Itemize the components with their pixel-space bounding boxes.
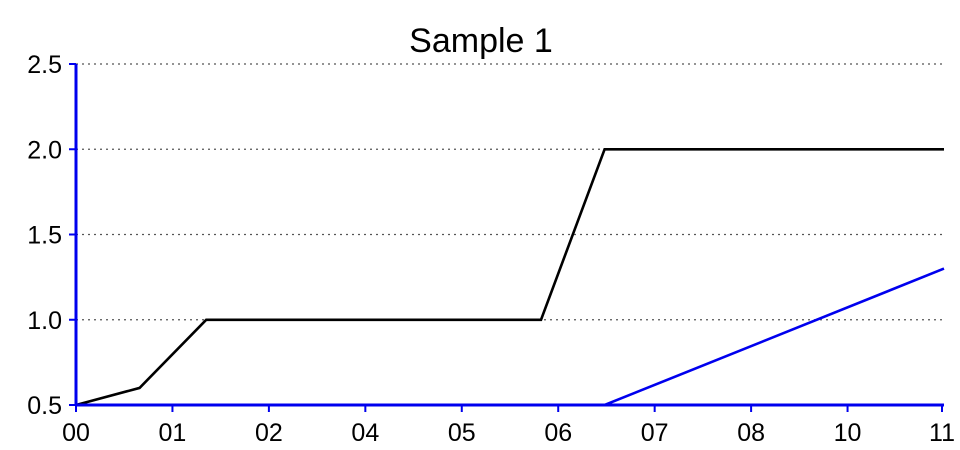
- chart-title: Sample 1: [409, 22, 553, 60]
- x-tick-label: 08: [737, 419, 765, 447]
- y-tick-label: 0.5: [27, 392, 62, 420]
- x-tick-label: 06: [544, 419, 572, 447]
- x-tick-label: 04: [351, 419, 379, 447]
- x-tick-label: 00: [62, 419, 90, 447]
- series-line-1: [75, 148, 944, 407]
- y-tick-label: 2.0: [27, 136, 62, 164]
- x-tick-label: 02: [255, 419, 283, 447]
- y-tick-label: 1.0: [27, 307, 62, 335]
- grid-lines: [76, 63, 944, 321]
- y-tick-label: 1.5: [27, 222, 62, 250]
- x-tick-label: 07: [641, 419, 669, 447]
- series-line-2: [76, 267, 945, 407]
- x-tick-label: 11: [929, 419, 955, 447]
- x-tick-label: 01: [159, 419, 187, 447]
- y-axis-ticks: 0.5 1.0 1.5 2.0 2.5: [27, 51, 76, 420]
- x-tick-label: 05: [448, 419, 476, 447]
- series-group: [75, 148, 945, 407]
- x-tick-label: 10: [834, 419, 862, 447]
- x-axis-ticks: 00 01 02 04 05 06 07 08 10 11: [62, 405, 955, 447]
- y-tick-label: 2.5: [27, 51, 62, 79]
